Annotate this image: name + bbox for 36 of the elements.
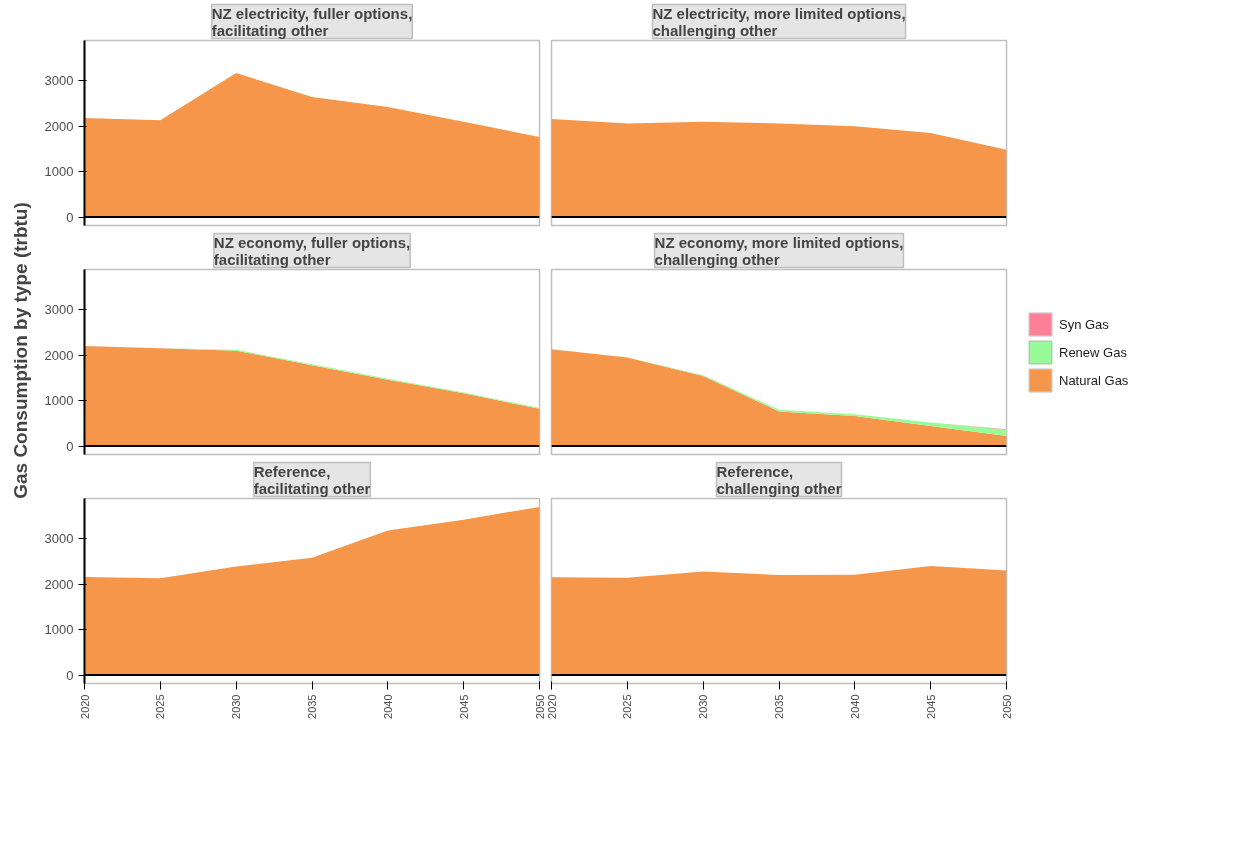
chart-title: NZ economy, more limited options, challenging other [654,233,904,268]
chart-title: Reference, facilitating other [253,462,371,497]
y-tick-label: 3000 [44,531,74,547]
x-tick-label: 2045 [924,694,937,719]
y-tick-label: 2000 [44,347,74,363]
chart-title: NZ electricity, more limited options, challenging other [652,4,906,39]
x-tick-label: 2030 [697,694,710,719]
chart-title: Reference, challenging other [716,462,842,497]
x-tick-label: 2020 [545,694,558,719]
y-axis-title: Gas Consumption by type (trbtu) [10,202,32,499]
y-tick-label: 2000 [44,118,74,134]
y-tick-label: 0 [66,667,74,683]
y-tick-label: 1000 [44,393,74,409]
x-tick-label: 2040 [381,694,394,719]
x-tick-label: 2020 [78,694,91,719]
y-tick-label: 0 [66,209,74,225]
y-tick-label: 1000 [44,164,74,180]
x-tick-label: 2030 [230,694,243,719]
y-tick-label: 3000 [44,73,74,89]
x-tick-label: 2025 [621,694,634,719]
legend-label: Syn Gas [1059,316,1109,332]
legend-label: Natural Gas [1059,372,1129,388]
x-tick-label: 2035 [773,694,785,719]
x-tick-label: 2050 [533,694,546,719]
x-tick-label: 2040 [848,694,861,719]
x-tick-label: 2045 [457,694,470,719]
x-tick-label: 2035 [306,694,318,719]
legend-label: Renew Gas [1059,344,1127,360]
y-tick-label: 3000 [44,302,74,318]
y-tick-label: 2000 [44,576,74,592]
x-tick-label: 2025 [154,694,167,719]
x-tick-label: 2050 [1000,694,1013,719]
chart-title: NZ economy, fuller options, facilitating other [213,233,411,268]
chart-title: NZ electricity, fuller options, facilitating other [211,4,413,39]
y-tick-label: 1000 [44,622,74,638]
y-tick-label: 0 [66,438,74,454]
